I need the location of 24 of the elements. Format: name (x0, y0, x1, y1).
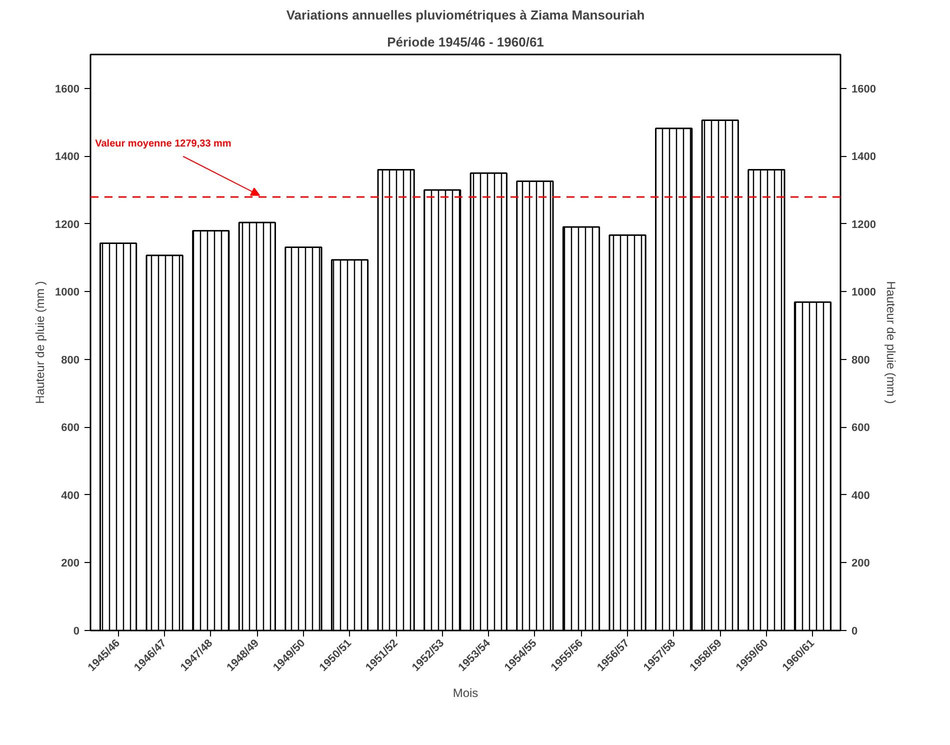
y2-tick-label: 1600 (852, 83, 876, 96)
y-tick-label: 1200 (55, 218, 80, 231)
y2-tick-label: 200 (852, 558, 870, 570)
chart-title: Variations annuelles pluviométriques à Ziama Mansouriah (286, 8, 645, 22)
y2-tick-label: 1200 (852, 218, 876, 231)
y2-tick-label: 600 (852, 422, 870, 434)
y-tick-label: 1400 (55, 151, 80, 164)
ref-line-label: Valeur moyenne 1279,33 mm (95, 138, 232, 150)
y-tick-label: 0 (73, 626, 80, 638)
y2-axis-title: Hauteur de pluie (mm ) (884, 281, 898, 404)
y2-tick-label: 1400 (852, 151, 876, 164)
y-tick-label: 200 (61, 558, 80, 570)
y-tick-label: 400 (61, 490, 80, 502)
y2-tick-label: 800 (852, 354, 870, 366)
chart-subtitle: Période 1945/46 - 1960/61 (387, 34, 544, 50)
y-tick-label: 1000 (55, 286, 80, 299)
y-tick-label: 600 (61, 422, 80, 434)
y2-tick-label: 1000 (852, 286, 876, 299)
y2-tick-label: 0 (852, 626, 858, 638)
x-axis-title: Mois (452, 686, 478, 700)
y2-tick-label: 400 (852, 490, 870, 502)
y-axis-title: Hauteur de pluie (mm ) (33, 281, 48, 404)
y-tick-label: 800 (61, 354, 80, 366)
y-tick-label: 1600 (55, 83, 80, 96)
